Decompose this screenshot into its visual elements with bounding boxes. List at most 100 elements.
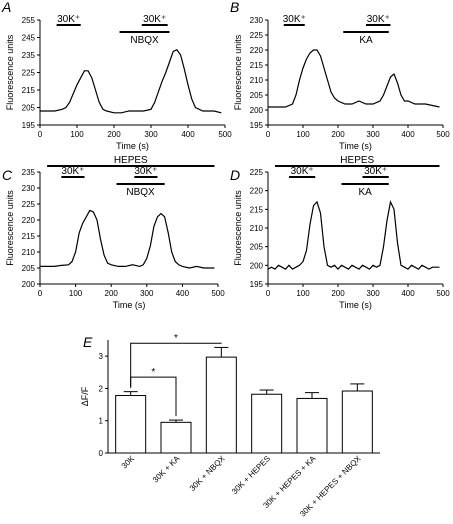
stimulus-label: NBQX — [126, 187, 155, 198]
y-tick-label: 0 — [99, 449, 104, 458]
y-tick-label: 230 — [22, 184, 36, 193]
y-tick-label: 225 — [22, 200, 36, 209]
panel-label: B — [230, 0, 239, 15]
panel-b: B 195 200 205 210 215 220 225 230 0 100 200 300 400 50… — [230, 0, 450, 151]
bar — [251, 393, 283, 454]
y-tick-label: 215 — [22, 86, 36, 95]
x-tick-label: 300 — [140, 289, 154, 298]
significance-star: * — [174, 333, 178, 344]
trace-line — [268, 49, 440, 108]
category-label: 30K + KA — [151, 454, 182, 485]
panel-c: C 200 205 210 215 220 225 230 235 0 100 200 300 400 50… — [2, 155, 225, 310]
y-tick-label: 3 — [99, 352, 104, 361]
x-axis-title: Time (s) — [339, 141, 372, 151]
bar — [296, 397, 328, 454]
y-axis-title: ΔF/F — [80, 386, 90, 406]
stimulus-label: HEPES — [340, 155, 374, 166]
stimulus-label: 30K⁺ — [364, 166, 387, 177]
y-tick-label: 195 — [250, 121, 264, 130]
x-tick-label: 200 — [331, 289, 345, 298]
y-tick-label: 235 — [22, 51, 36, 60]
x-tick-label: 100 — [296, 130, 310, 139]
x-tick-label: 300 — [144, 130, 158, 139]
bar — [341, 390, 373, 454]
panel-a: A 195 205 215 225 235 245 255 0 100 200 300 400 500 Ti… — [1, 0, 232, 151]
x-tick-label: 300 — [366, 130, 380, 139]
category-label: 30K + NBQX — [188, 454, 227, 493]
y-tick-label: 220 — [22, 216, 36, 225]
x-axis-title: Time (s) — [116, 141, 149, 151]
y-tick-label: 195 — [250, 280, 264, 289]
trace-line — [267, 199, 440, 270]
stimulus-label: NBQX — [130, 35, 159, 46]
y-tick-label: 205 — [22, 104, 36, 113]
y-tick-label: 200 — [250, 106, 264, 115]
significance-bracket — [130, 342, 222, 388]
y-tick-label: 205 — [250, 91, 264, 100]
x-tick-label: 500 — [218, 130, 232, 139]
x-axis-title: Time (s) — [113, 300, 146, 310]
y-tick-label: 215 — [250, 61, 264, 70]
stimulus-label: 30K⁺ — [143, 14, 166, 25]
y-tick-label: 205 — [22, 264, 36, 273]
stimulus-label: 30K⁺ — [61, 166, 84, 177]
y-tick-label: 210 — [250, 76, 264, 85]
stimulus-label: 30K⁺ — [134, 166, 157, 177]
x-axis-title: Time (s) — [339, 300, 372, 310]
trace-line — [40, 209, 215, 269]
panel-e: E 0 1 2 3 ΔF/F 30K 30K + KA 30K + NBQX 30K + HEPE… — [80, 333, 380, 519]
x-tick-label: 400 — [401, 130, 415, 139]
stimulus-label: KA — [359, 35, 373, 46]
y-tick-label: 220 — [250, 46, 264, 55]
category-label: 30K — [120, 454, 137, 471]
x-tick-label: 500 — [436, 289, 450, 298]
x-tick-label: 400 — [181, 130, 195, 139]
y-tick-label: 210 — [250, 224, 264, 233]
x-tick-label: 100 — [69, 289, 83, 298]
category-label: 30K + HEPES — [230, 454, 272, 496]
y-tick-label: 200 — [22, 280, 36, 289]
y-tick-label: 235 — [22, 168, 36, 177]
x-tick-label: 400 — [401, 289, 415, 298]
panel-label: D — [230, 167, 240, 183]
bar — [160, 421, 192, 454]
y-tick-label: 1 — [99, 417, 104, 426]
x-tick-label: 300 — [366, 289, 380, 298]
y-tick-label: 215 — [22, 232, 36, 241]
x-tick-label: 100 — [296, 289, 310, 298]
bar — [205, 356, 237, 454]
trace-line — [40, 49, 222, 114]
x-tick-label: 100 — [70, 130, 84, 139]
y-tick-label: 195 — [22, 121, 36, 130]
x-tick-label: 0 — [266, 130, 271, 139]
stimulus-label: 30K⁺ — [57, 14, 80, 25]
x-tick-label: 0 — [38, 289, 43, 298]
y-tick-label: 220 — [250, 187, 264, 196]
stimulus-label: KA — [358, 187, 372, 198]
panel-d: D 195 200 205 210 215 220 225 0 100 200 300 400 500 Ti… — [230, 155, 450, 310]
y-axis-title: Fluorescence units — [5, 34, 15, 110]
stimulus-label: HEPES — [114, 155, 148, 166]
y-tick-label: 245 — [22, 34, 36, 43]
significance-star: * — [151, 367, 155, 378]
stimulus-label: 30K⁺ — [291, 166, 314, 177]
y-axis-title: Fluorescence units — [233, 190, 243, 266]
x-tick-label: 200 — [105, 289, 119, 298]
y-tick-label: 210 — [22, 248, 36, 257]
x-tick-label: 500 — [436, 130, 450, 139]
y-tick-label: 200 — [250, 261, 264, 270]
bar — [115, 395, 147, 454]
y-tick-label: 205 — [250, 243, 264, 252]
x-tick-label: 200 — [107, 130, 121, 139]
x-tick-label: 400 — [176, 289, 190, 298]
x-tick-label: 0 — [38, 130, 43, 139]
stimulus-label: 30K⁺ — [367, 14, 390, 25]
panel-label: C — [2, 167, 13, 183]
x-tick-label: 0 — [266, 289, 271, 298]
y-tick-label: 225 — [22, 69, 36, 78]
x-tick-label: 200 — [331, 130, 345, 139]
y-tick-label: 255 — [22, 16, 36, 25]
y-tick-label: 230 — [250, 16, 264, 25]
panel-label: A — [1, 0, 11, 15]
